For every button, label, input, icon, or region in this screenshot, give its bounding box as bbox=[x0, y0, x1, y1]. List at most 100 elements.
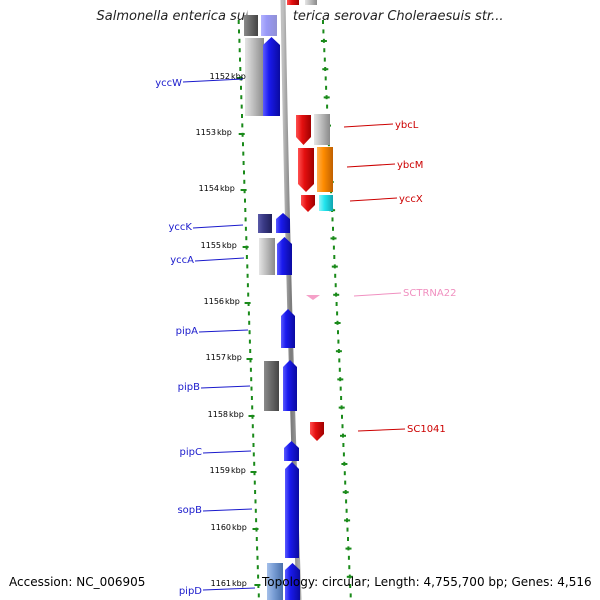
inner-tick-mark bbox=[338, 406, 345, 409]
gene-label-pipb[interactable]: pipB bbox=[178, 382, 200, 393]
gene-label-ybcm[interactable]: ybcM bbox=[397, 160, 423, 171]
dot-column-outer-dot bbox=[256, 555, 259, 560]
dot-column-inner-dot bbox=[334, 273, 337, 278]
dot-column-outer-dot bbox=[241, 123, 244, 128]
gene-partial-top-1[interactable] bbox=[244, 15, 258, 36]
gene-red-sc1041[interactable] bbox=[310, 422, 324, 441]
gene-red-yccx[interactable] bbox=[301, 195, 315, 212]
gene-blue-pipc[interactable] bbox=[284, 441, 299, 461]
kbp-unit-label: kbp bbox=[232, 579, 247, 588]
kbp-tick-label: 1161 bbox=[211, 579, 231, 588]
kbp-tick-label: 1154 bbox=[199, 184, 219, 193]
dot-column-outer-dot bbox=[239, 67, 242, 71]
kbp-tick-mark bbox=[250, 471, 257, 473]
inner-tick-mark bbox=[322, 68, 329, 71]
dot-column-outer-dot bbox=[251, 405, 254, 410]
dot-column-outer-dot bbox=[251, 424, 254, 429]
dot-column-outer-dot bbox=[248, 330, 251, 335]
dot-column-inner-dot bbox=[337, 339, 340, 344]
left-gene-labels: yccW yccK yccA pipA pipB pipC sopB pipD bbox=[155, 78, 256, 597]
kbp-tick-label: 1152 bbox=[210, 72, 230, 81]
kbp-tick-label: 1153 bbox=[196, 128, 216, 137]
strand-left-genes bbox=[245, 37, 300, 600]
gene-red-ybcl[interactable] bbox=[296, 115, 311, 145]
gene-blue-yccw[interactable] bbox=[263, 37, 280, 116]
gene-label-pipd[interactable]: pipD bbox=[179, 586, 202, 597]
dot-column-inner-dot bbox=[332, 226, 334, 231]
dot-column-inner-dot bbox=[348, 565, 351, 570]
gene-blue-pipb[interactable] bbox=[283, 360, 297, 411]
inner-tick-mark bbox=[344, 519, 351, 522]
gene-partial-top-4[interactable] bbox=[305, 0, 317, 5]
gene-label-sopb[interactable]: sopB bbox=[177, 505, 202, 516]
kbp-unit-label: kbp bbox=[229, 410, 244, 419]
gene-navy-ycck[interactable] bbox=[258, 214, 272, 233]
gene-grey-ybcl[interactable] bbox=[314, 114, 330, 145]
gene-blue-ycca[interactable] bbox=[277, 237, 292, 275]
leader-line-yccw bbox=[182, 78, 244, 83]
gene-cyan-yccx[interactable] bbox=[319, 195, 333, 211]
kbp-tick-mark bbox=[254, 584, 261, 586]
dot-column-outer-dot bbox=[244, 198, 246, 203]
dot-column-inner-dot bbox=[323, 57, 326, 62]
dot-column-inner-dot bbox=[341, 424, 344, 429]
gene-partial-top-3[interactable] bbox=[287, 0, 299, 5]
dot-column-outer-dot bbox=[242, 151, 245, 156]
dot-column-outer-dot bbox=[253, 461, 256, 466]
inner-tick-mark bbox=[340, 434, 346, 437]
dot-column-outer-dot bbox=[254, 499, 257, 504]
inner-tick-mark bbox=[323, 96, 330, 99]
gene-pink-sctrna22[interactable] bbox=[306, 295, 320, 300]
kbp-ruler: 1152 kbp 1153 kbp 1154 kbp 1155 kbp 1156… bbox=[196, 72, 247, 588]
gene-label-yccw[interactable]: yccW bbox=[155, 78, 182, 89]
dot-column-outer-dot bbox=[249, 367, 252, 372]
dot-column-outer-dot bbox=[253, 471, 256, 476]
gene-label-sctrna22[interactable]: SCTRNA22 bbox=[403, 288, 456, 299]
gene-lightblue-pipd[interactable] bbox=[267, 563, 283, 600]
dot-column-outer-dot bbox=[255, 537, 258, 541]
inner-tick-mark bbox=[345, 547, 352, 550]
gene-blue-pipd[interactable] bbox=[285, 563, 300, 600]
dot-column-outer-dot bbox=[250, 386, 253, 391]
kbp-tick-mark bbox=[242, 246, 249, 248]
topology-info: Topology: circular; Length: 4,755,700 bp… bbox=[262, 575, 592, 589]
dot-column-outer-dot bbox=[252, 433, 255, 438]
gene-label-sc1041[interactable]: SC1041 bbox=[407, 424, 446, 435]
kbp-unit-label: kbp bbox=[225, 297, 240, 306]
dot-column-outer-dot bbox=[257, 574, 260, 579]
gene-label-pipc[interactable]: pipC bbox=[180, 447, 202, 458]
gene-dgrey-pipb[interactable] bbox=[264, 361, 279, 411]
gene-orange-ybcm[interactable] bbox=[317, 147, 333, 192]
dot-column-outer-dot bbox=[249, 349, 252, 353]
dot-column-outer-dot bbox=[255, 518, 258, 523]
gene-label-yccx[interactable]: yccX bbox=[399, 194, 423, 205]
dot-column-inner-dot bbox=[342, 443, 345, 447]
dot-column-outer-dot bbox=[257, 593, 260, 598]
gene-partial-top-2[interactable] bbox=[261, 15, 277, 36]
gene-red-ybcm[interactable] bbox=[298, 148, 314, 192]
gene-label-pipa[interactable]: pipA bbox=[176, 326, 198, 337]
gene-label-ycck[interactable]: yccK bbox=[169, 222, 193, 233]
dot-column-outer-dot bbox=[254, 508, 257, 513]
dot-column-inner-dot bbox=[343, 471, 346, 476]
gene-blue-ycck[interactable] bbox=[276, 213, 290, 233]
gene-grey-ycca[interactable] bbox=[259, 238, 275, 275]
inner-tick-mark bbox=[333, 293, 340, 296]
dot-column-inner-dot bbox=[332, 245, 335, 250]
dot-column-inner-dot bbox=[325, 85, 328, 90]
dot-column-outer-dot bbox=[240, 85, 242, 90]
kbp-tick-mark bbox=[244, 302, 251, 304]
gene-label-ybcl[interactable]: ybcL bbox=[395, 120, 419, 131]
dot-column-outer-dot bbox=[256, 565, 259, 570]
inner-tick-mark bbox=[337, 378, 344, 381]
gene-blue-sopb[interactable] bbox=[285, 462, 299, 558]
dot-column-outer-dot bbox=[237, 20, 240, 24]
inner-tick-mark bbox=[341, 463, 348, 465]
strand-right-genes bbox=[296, 114, 333, 441]
gene-label-ycca[interactable]: yccA bbox=[170, 255, 194, 266]
gene-grey-yccw[interactable] bbox=[245, 38, 264, 116]
accession-info: Accession: NC_006905 bbox=[9, 575, 146, 589]
inner-tick-mark bbox=[335, 350, 342, 353]
gene-blue-pipa[interactable] bbox=[281, 309, 295, 348]
